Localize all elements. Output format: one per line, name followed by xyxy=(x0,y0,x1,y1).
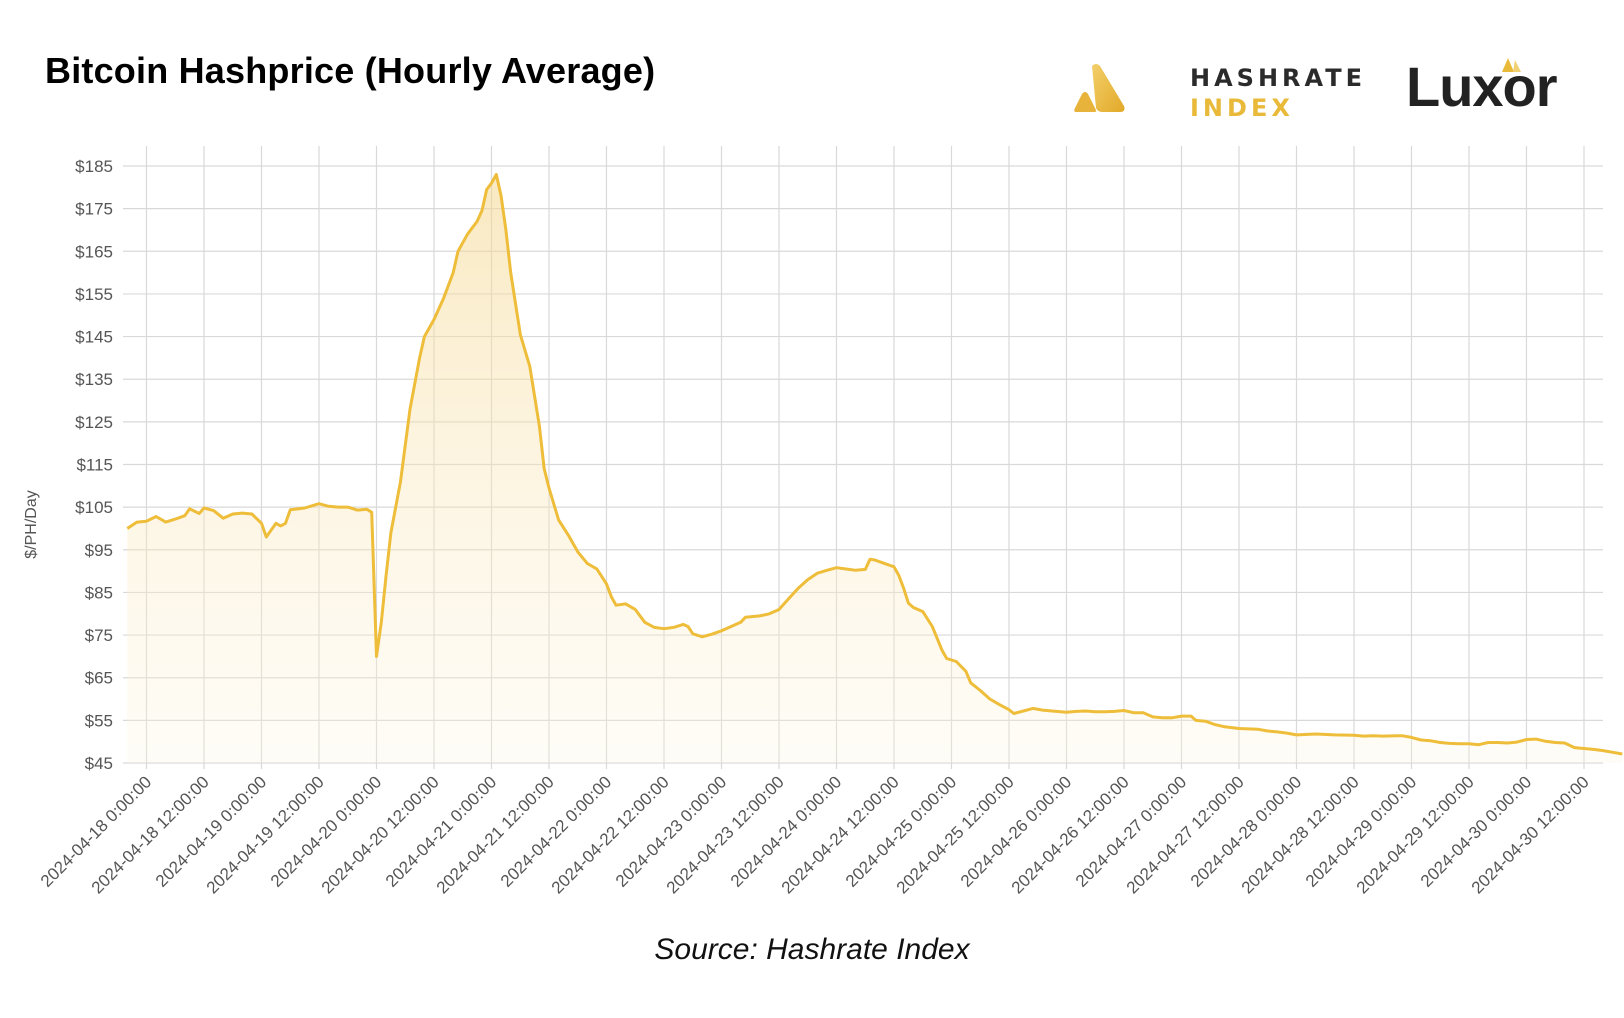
luxor-wordmark: Luxor xyxy=(1406,55,1558,118)
x-tick-label: 2024-04-19 0:00:00 xyxy=(152,772,270,890)
y-tick-label: $45 xyxy=(85,754,113,773)
y-tick-label: $165 xyxy=(75,242,113,261)
y-tick-label: $105 xyxy=(75,498,113,517)
x-tick-label: 2024-04-24 0:00:00 xyxy=(727,772,845,890)
hashrate-index-logo-icon xyxy=(1074,64,1125,112)
y-tick-label: $65 xyxy=(85,669,113,688)
y-tick-label: $145 xyxy=(75,328,113,347)
y-axis-title: $/PH/Day xyxy=(23,490,40,558)
x-tick-label: 2024-04-21 0:00:00 xyxy=(382,772,500,890)
x-tick-label: 2024-04-20 0:00:00 xyxy=(267,772,385,890)
y-tick-label: $135 xyxy=(75,370,113,389)
series-line xyxy=(126,173,1623,756)
y-axis-ticks: $45 $55 $65 $75 $85 $95 $105 $115 $125 $135 $145 $1… xyxy=(75,157,113,773)
y-tick-label: $55 xyxy=(85,711,113,730)
x-tick-label: 2024-04-30 12:00:00 xyxy=(1468,772,1593,897)
x-tick-label: 2024-04-26 0:00:00 xyxy=(957,772,1075,890)
hashrate-brand-line1: HASHRATE xyxy=(1190,64,1366,92)
x-tick-label: 2024-04-27 0:00:00 xyxy=(1072,772,1190,890)
luxor-brand: Luxor xyxy=(1406,54,1558,119)
x-tick-label: 2024-04-28 0:00:00 xyxy=(1187,772,1305,890)
y-tick-label: $75 xyxy=(85,626,113,645)
y-tick-label: $115 xyxy=(76,456,113,475)
x-tick-label: 2024-04-30 0:00:00 xyxy=(1417,772,1535,890)
chart-title: Bitcoin Hashprice (Hourly Average) xyxy=(45,50,656,91)
x-tick-label: 2024-04-18 0:00:00 xyxy=(37,772,155,890)
y-tick-label: $125 xyxy=(75,413,113,432)
hashrate-brand-line2: INDEX xyxy=(1190,94,1294,122)
y-tick-label: $185 xyxy=(75,157,113,176)
source-note: Source: Hashrate Index xyxy=(654,933,970,966)
y-tick-label: $155 xyxy=(75,285,113,304)
y-tick-label: $95 xyxy=(85,541,113,560)
series-area-fill xyxy=(127,174,1623,763)
x-tick-label: 2024-04-23 0:00:00 xyxy=(612,772,730,890)
x-tick-label: 2024-04-29 0:00:00 xyxy=(1302,772,1420,890)
x-tick-label: 2024-04-22 0:00:00 xyxy=(497,772,615,890)
y-tick-label: $85 xyxy=(85,583,113,602)
luxor-logo-icon xyxy=(1502,58,1521,72)
y-tick-label: $175 xyxy=(75,200,113,219)
x-tick-label: 2024-04-25 0:00:00 xyxy=(842,772,960,890)
